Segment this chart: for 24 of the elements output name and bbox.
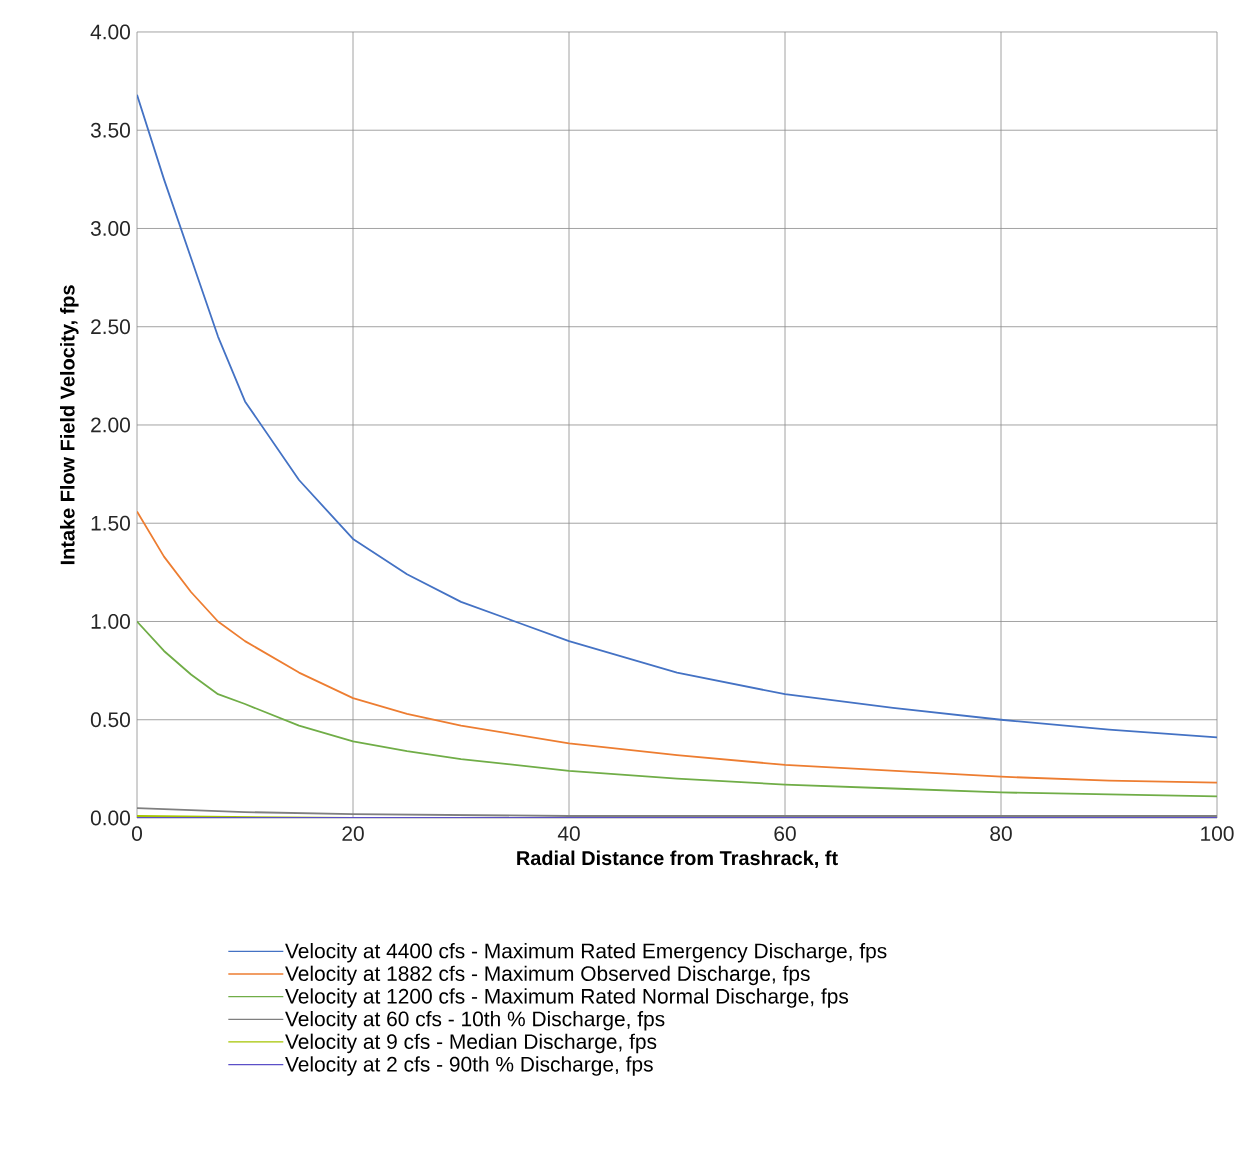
legend-label: Velocity at 9 cfs - Median Discharge, fps (285, 1033, 657, 1054)
y-tick-label: 2.50 (91, 319, 130, 335)
line-series (137, 620, 1218, 798)
x-tick-label: 100 (1201, 826, 1234, 841)
y-tick-label: 1.00 (91, 614, 130, 629)
legend-label: Velocity at 4400 cfs - Maximum Rated Emergency Discharge, fps (285, 943, 887, 963)
x-tick-label: 40 (557, 826, 580, 841)
legend-label: Velocity at 2 cfs - 90th % Discharge, fps (285, 1056, 653, 1076)
y-axis-title: Intake Flow Field Velocity, fps (60, 285, 79, 565)
y-tick-label: 4.00 (90, 24, 130, 40)
y-tick-label: 2.00 (91, 417, 130, 433)
y-tick-label: 3.50 (90, 122, 130, 138)
legend-label: Velocity at 1882 cfs - Maximum Observed Discharge, fps (285, 965, 810, 986)
x-tick-label: 80 (990, 826, 1012, 841)
x-tick-label: 20 (342, 826, 364, 841)
y-tick-label: 1.50 (91, 515, 130, 531)
legend-label: Velocity at 60 cfs - 10th % Discharge, fps (285, 1010, 665, 1031)
legend-label: Velocity at 1200 cfs - Maximum Rated Normal Discharge, fps (285, 988, 849, 1008)
y-tick-label: 0.00 (90, 810, 130, 826)
x-axis-title: Radial Distance from Trashrack, ft (517, 850, 838, 869)
y-tick-label: 3.00 (90, 221, 130, 236)
y-tick-label: 0.50 (90, 712, 130, 728)
x-tick-label: 0 (132, 826, 142, 841)
x-tick-label: 60 (774, 826, 796, 841)
